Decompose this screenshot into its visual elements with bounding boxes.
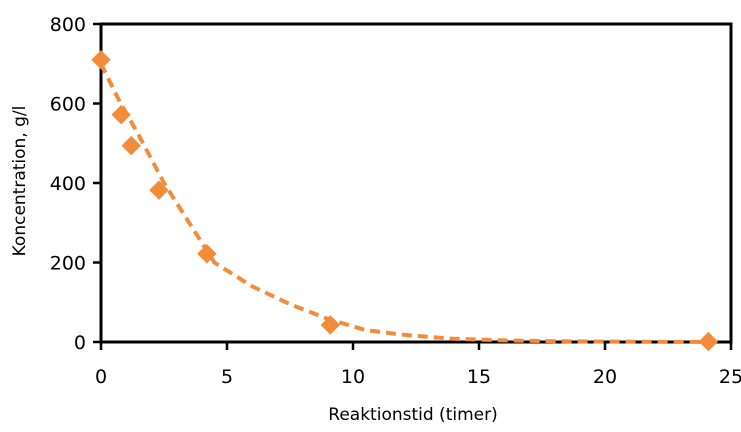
plot-frame — [99, 22, 733, 344]
data-point-diamond — [91, 50, 111, 70]
data-point-diamond — [320, 315, 341, 335]
axes — [99, 22, 733, 344]
tick-marks — [93, 22, 733, 350]
x-tick-label: 20 — [593, 366, 617, 388]
trendline-group — [99, 62, 709, 344]
y-axis-label: Koncentration, g/l — [10, 106, 30, 257]
x-tick-label: 5 — [221, 366, 233, 388]
x-tick-label: 15 — [467, 366, 491, 388]
x-axis-label: Reaktionstid (timer) — [328, 405, 497, 425]
y-tick-label: 400 — [50, 173, 86, 195]
trendline — [99, 62, 709, 344]
data-point-diamond — [121, 135, 141, 156]
x-tick-label: 25 — [719, 366, 741, 388]
data-point-diamond — [111, 104, 131, 125]
tick-labels: 0 5 10 15 20 25 0 200 400 600 800 — [50, 14, 741, 388]
x-tick-label: 10 — [341, 366, 365, 388]
data-point-diamond — [698, 331, 719, 352]
data-point-diamond — [197, 244, 217, 264]
y-tick-label: 800 — [50, 14, 86, 36]
y-tick-label: 600 — [50, 94, 86, 116]
x-tick-label: 0 — [95, 366, 107, 388]
y-tick-label: 0 — [74, 332, 86, 354]
data-point-diamond — [149, 180, 169, 200]
data-points — [91, 50, 719, 352]
y-tick-label: 200 — [50, 253, 86, 275]
